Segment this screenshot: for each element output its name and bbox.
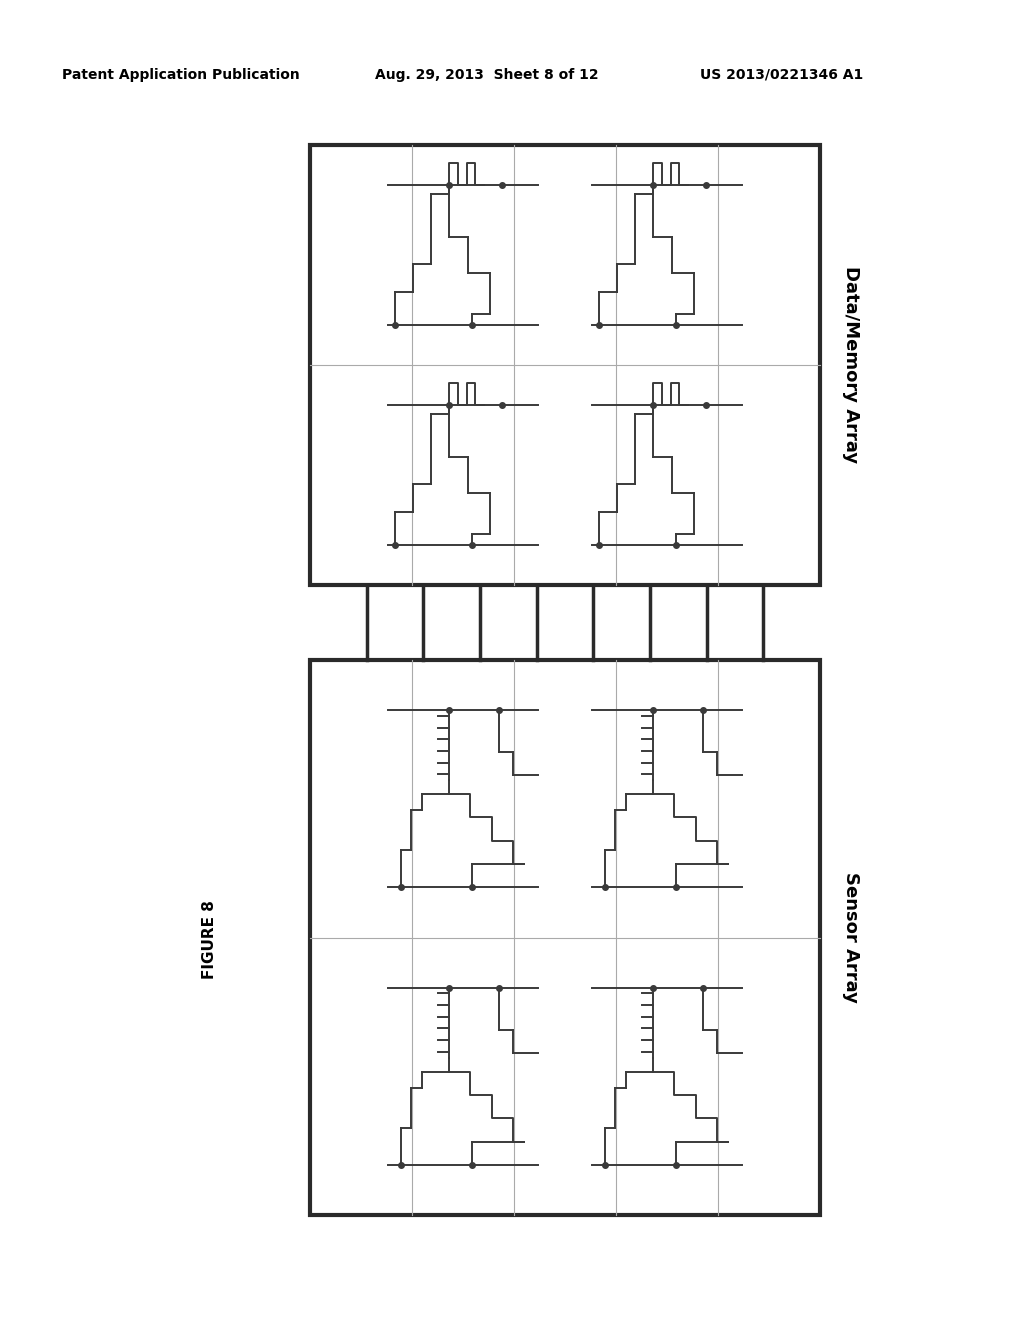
Bar: [310, 660, 820, 1214]
Bar: [310, 145, 820, 585]
Text: Data/Memory Array: Data/Memory Array: [842, 267, 860, 463]
Text: Patent Application Publication: Patent Application Publication: [62, 69, 300, 82]
Text: US 2013/0221346 A1: US 2013/0221346 A1: [700, 69, 863, 82]
Text: Sensor Array: Sensor Array: [842, 873, 860, 1003]
Text: FIGURE 8: FIGURE 8: [203, 900, 217, 979]
Text: Aug. 29, 2013  Sheet 8 of 12: Aug. 29, 2013 Sheet 8 of 12: [375, 69, 599, 82]
